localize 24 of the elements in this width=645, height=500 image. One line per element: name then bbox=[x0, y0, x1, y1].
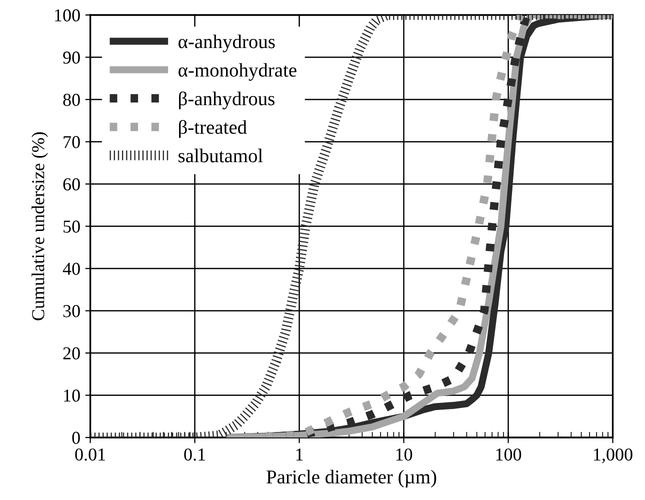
y-tick-label: 70 bbox=[64, 136, 80, 148]
x-tick-label: 10 bbox=[396, 448, 412, 461]
y-tick-label: 40 bbox=[62, 262, 80, 275]
x-tick-label: 1,000 bbox=[594, 448, 632, 464]
y-tick-label: 50 bbox=[64, 220, 80, 233]
x-tick-label: 100 bbox=[496, 448, 522, 461]
y-tick-label: 80 bbox=[63, 94, 80, 106]
legend-label: α-monohydrate bbox=[178, 63, 296, 81]
legend-label: α-anhydrous bbox=[178, 34, 275, 52]
y-tick-label: 100 bbox=[55, 9, 80, 22]
x-tick-label: 0.01 bbox=[75, 448, 106, 461]
y-tick-label: 10 bbox=[64, 390, 80, 402]
legend-label: β-anhydrous bbox=[179, 91, 274, 110]
x-tick-label: 1 bbox=[296, 448, 303, 460]
x-tick-label: 0.1 bbox=[184, 448, 205, 461]
legend-label: β-treated bbox=[179, 120, 247, 138]
y-tick-label: 20 bbox=[63, 347, 80, 360]
y-tick-label: 90 bbox=[63, 52, 80, 64]
y-axis-title: Cumulative undersize (%) bbox=[32, 132, 48, 320]
y-tick-label: 60 bbox=[63, 178, 80, 190]
y-tick-label: 0 bbox=[72, 432, 80, 444]
x-axis-title: Paricle diameter (µm) bbox=[266, 470, 436, 488]
y-tick-label: 30 bbox=[63, 305, 80, 318]
legend-label: salbutamol bbox=[178, 148, 263, 162]
